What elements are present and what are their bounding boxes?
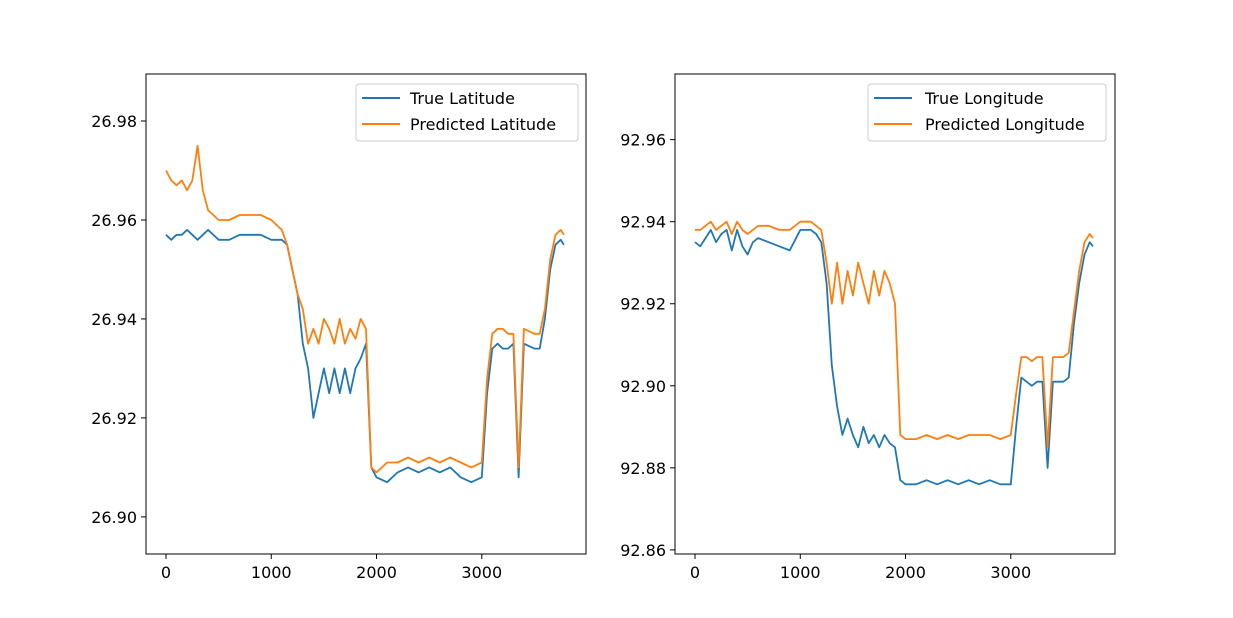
longitude-plot-frame (674, 73, 1116, 555)
legend-label-true-longitude: True Longitude (924, 89, 1044, 108)
latitude-tick-layer: 0 1000 2000 3000 26.90 26.92 26.94 26.96 26.98 (91, 112, 502, 582)
longitude-legend-box (867, 83, 1107, 142)
latitude-x-tick-label: 0 (161, 563, 171, 582)
latitude-series-layer (165, 144, 565, 484)
latitude-y-tick-label: 26.98 (91, 112, 137, 131)
legend-label-predicted-longitude: Predicted Longitude (925, 115, 1085, 134)
longitude-x-tick-label: 0 (690, 563, 700, 582)
latitude-y-tick-label: 26.96 (91, 211, 137, 230)
longitude-x-tick-label: 1000 (780, 563, 821, 582)
latitude-y-tick-label: 26.90 (91, 508, 137, 527)
longitude-y-tick-label: 92.88 (620, 459, 666, 478)
longitude-y-tick-label: 92.92 (620, 295, 666, 314)
latitude-x-tick-label: 2000 (356, 563, 397, 582)
longitude-x-tick-label: 3000 (990, 563, 1031, 582)
latitude-plot: 0 1000 2000 3000 26.90 26.92 26.94 26.96 26.98 T… (91, 73, 587, 582)
legend-label-predicted-latitude: Predicted Latitude (410, 115, 556, 134)
longitude-series-layer (694, 220, 1094, 486)
latitude-plot-frame (145, 73, 587, 555)
series-line-true-longitude (694, 228, 1094, 486)
legend-label-true-latitude: True Latitude (409, 89, 515, 108)
longitude-y-tick-label: 92.90 (620, 377, 666, 396)
longitude-x-tick-label: 2000 (885, 563, 926, 582)
latitude-y-tick-label: 26.94 (91, 310, 137, 329)
latitude-y-tick-label: 26.92 (91, 409, 137, 428)
longitude-y-tick-label: 92.96 (620, 131, 666, 150)
longitude-legend: True Longitude Predicted Longitude (867, 83, 1107, 142)
series-line-predicted-latitude (165, 144, 565, 474)
series-line-true-latitude (165, 228, 565, 484)
series-line-predicted-longitude (695, 220, 1094, 449)
longitude-tick-layer: 0 1000 2000 3000 92.86 92.88 92.90 92.92 92.94 92… (620, 131, 1031, 582)
longitude-plot: 0 1000 2000 3000 92.86 92.88 92.90 92.92 92.94 92… (620, 73, 1116, 582)
latitude-x-tick-label: 3000 (461, 563, 502, 582)
latitude-x-tick-label: 1000 (251, 563, 292, 582)
longitude-y-tick-label: 92.94 (620, 213, 666, 232)
latitude-legend: True Latitude Predicted Latitude (355, 83, 579, 142)
longitude-y-tick-label: 92.86 (620, 541, 666, 560)
latitude-legend-box (355, 83, 579, 142)
